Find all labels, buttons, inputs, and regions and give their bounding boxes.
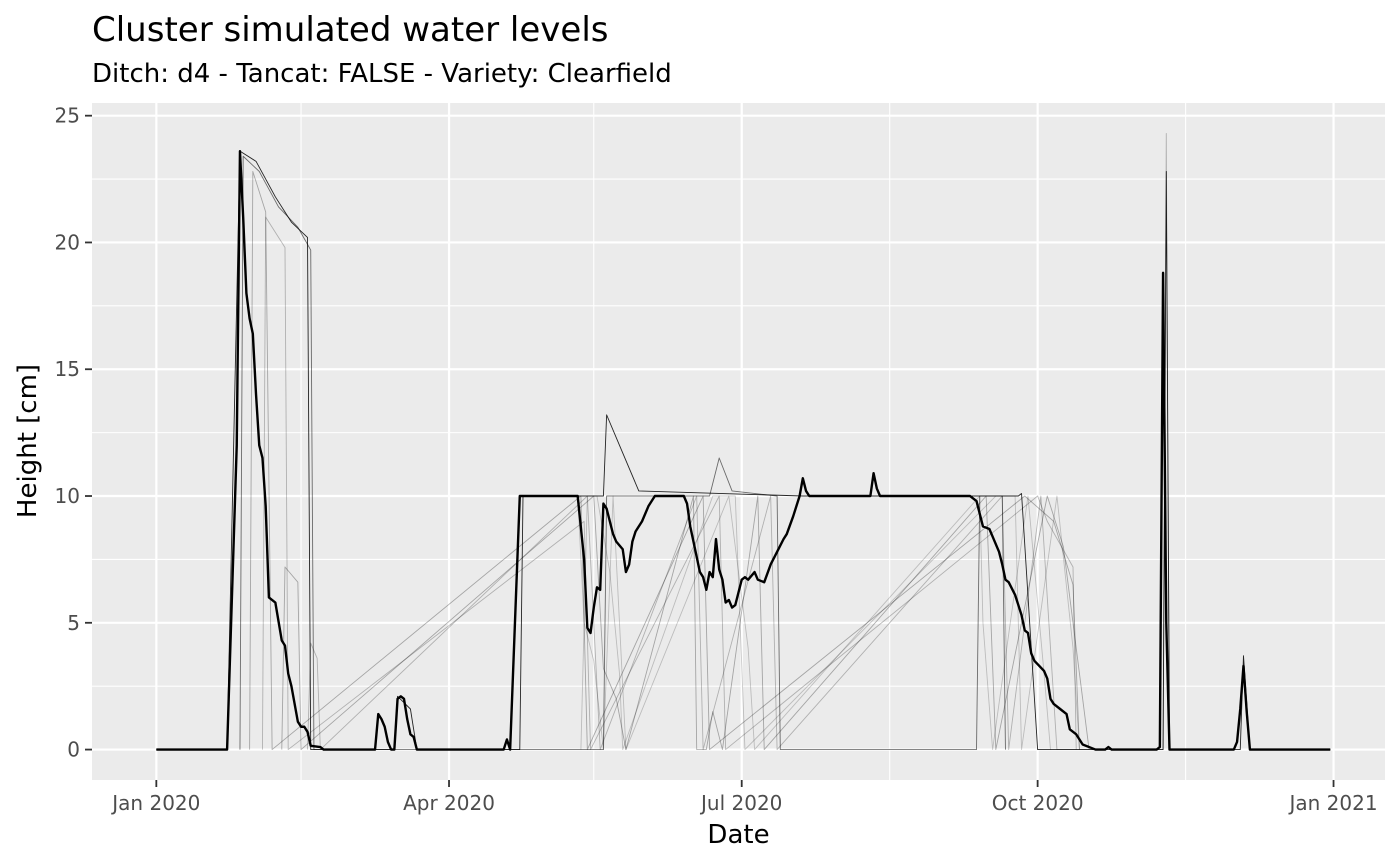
chart-subtitle: Ditch: d4 - Tancat: FALSE - Variety: Cle… — [92, 59, 672, 89]
x-axis-title: Date — [707, 820, 769, 850]
member-series-line — [262, 216, 1077, 751]
y-tick-label: 10 — [55, 484, 80, 508]
member-series-line — [281, 495, 1090, 751]
x-axis: Jan 2020 Apr 2020 Jul 2020 Oct 2020 Jan 2021 — [110, 780, 1378, 815]
x-tick-label: Jan 2020 — [110, 791, 200, 815]
x-tick-label: Jan 2021 — [1287, 791, 1377, 815]
y-tick-label: 25 — [55, 104, 80, 128]
cluster-mean-line — [156, 149, 1331, 751]
member-series-line — [577, 495, 1051, 751]
x-tick-label: Jul 2020 — [699, 791, 782, 815]
y-tick-label: 15 — [55, 357, 80, 381]
x-tick-label: Oct 2020 — [992, 791, 1084, 815]
y-axis-title: Height [cm] — [13, 364, 43, 518]
y-tick-label: 0 — [67, 738, 80, 762]
member-series-line — [239, 155, 1006, 751]
chart-title: Cluster simulated water levels — [92, 10, 608, 50]
cluster-mean-line-group — [156, 149, 1331, 751]
plot-panel — [92, 103, 1385, 780]
y-tick-label: 20 — [55, 230, 80, 254]
x-tick-label: Apr 2020 — [403, 791, 495, 815]
y-axis: 0 5 10 15 20 25 — [55, 104, 92, 762]
member-series-line — [156, 150, 1331, 751]
member-series-line — [580, 495, 1080, 751]
y-tick-label: 5 — [67, 611, 80, 635]
member-series-line — [249, 171, 1080, 751]
